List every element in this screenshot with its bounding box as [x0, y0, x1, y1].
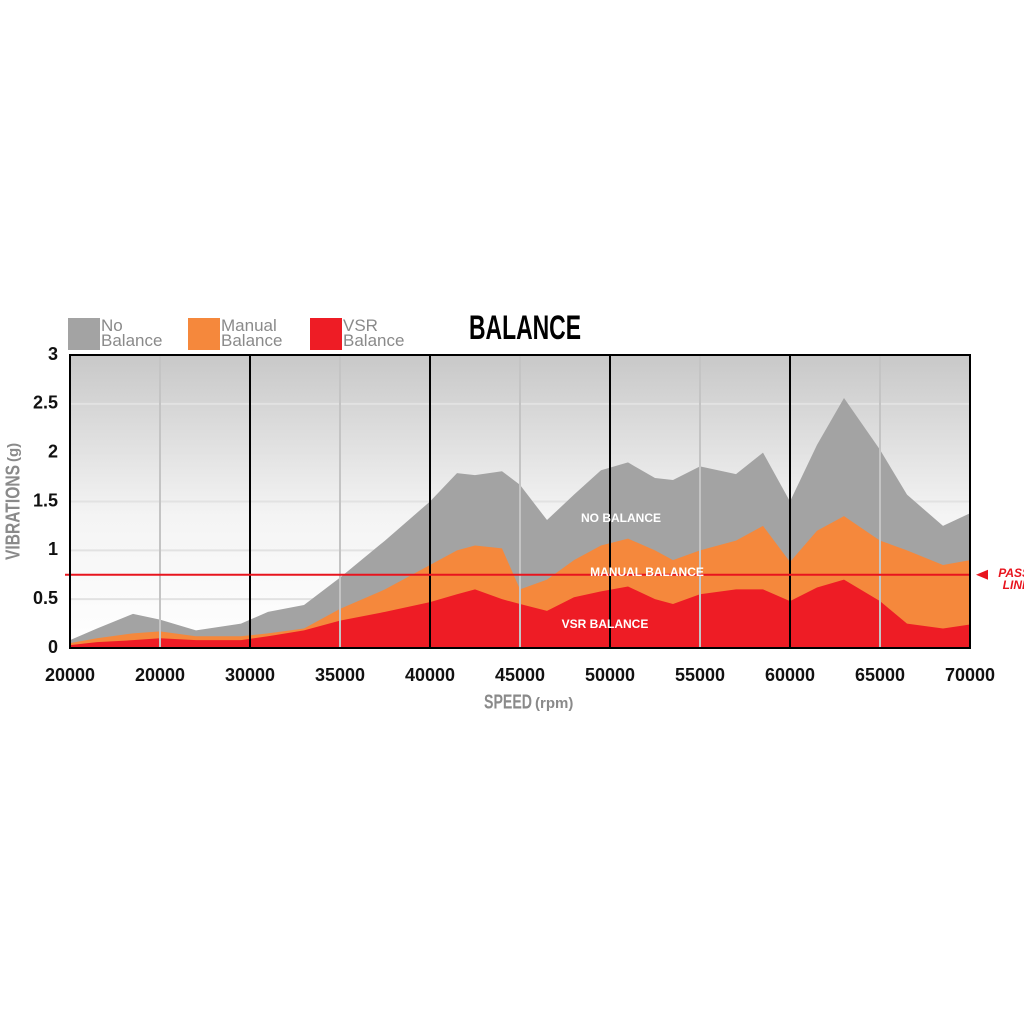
annotation: MANUAL BALANCE [590, 565, 704, 579]
pass-line-arrow [976, 569, 988, 580]
x-tick-label: 55000 [675, 665, 725, 685]
y-tick-label: 1.5 [33, 490, 58, 510]
x-tick-label: 40000 [405, 665, 455, 685]
chart-title: BALANCE [469, 309, 581, 347]
y-tick-label: 0 [48, 637, 58, 657]
x-tick-label: 65000 [855, 665, 905, 685]
y-tick-label: 3 [48, 344, 58, 364]
y-tick-label: 2.5 [33, 393, 58, 413]
x-tick-label: 30000 [225, 665, 275, 685]
legend-label: VSR Balance [343, 316, 405, 350]
y-axis-label: VIBRATIONS [2, 465, 24, 560]
legend-swatch [310, 318, 342, 350]
legend-label: Manual Balance [221, 316, 283, 350]
pass-line-label: PASS LINE [998, 566, 1024, 592]
x-tick-label: 70000 [945, 665, 995, 685]
x-tick-label: 20000 [45, 665, 95, 685]
x-tick-label: 20000 [135, 665, 185, 685]
x-tick-label: 45000 [495, 665, 545, 685]
x-tick-label: 35000 [315, 665, 365, 685]
plot-frame [69, 354, 971, 649]
x-tick-label: 60000 [765, 665, 815, 685]
y-axis-unit: (g) [5, 443, 22, 462]
x-axis-label: SPEED [484, 691, 532, 713]
y-tick-label: 0.5 [33, 588, 58, 608]
annotation: VSR BALANCE [562, 617, 649, 631]
x-axis-unit: (rpm) [535, 695, 573, 712]
y-tick-label: 2 [48, 441, 58, 461]
legend-swatch [68, 318, 100, 350]
legend-swatch [188, 318, 220, 350]
y-tick-label: 1 [48, 539, 58, 559]
x-tick-label: 50000 [585, 665, 635, 685]
annotation: NO BALANCE [581, 511, 661, 525]
legend-label: No Balance [101, 316, 163, 350]
